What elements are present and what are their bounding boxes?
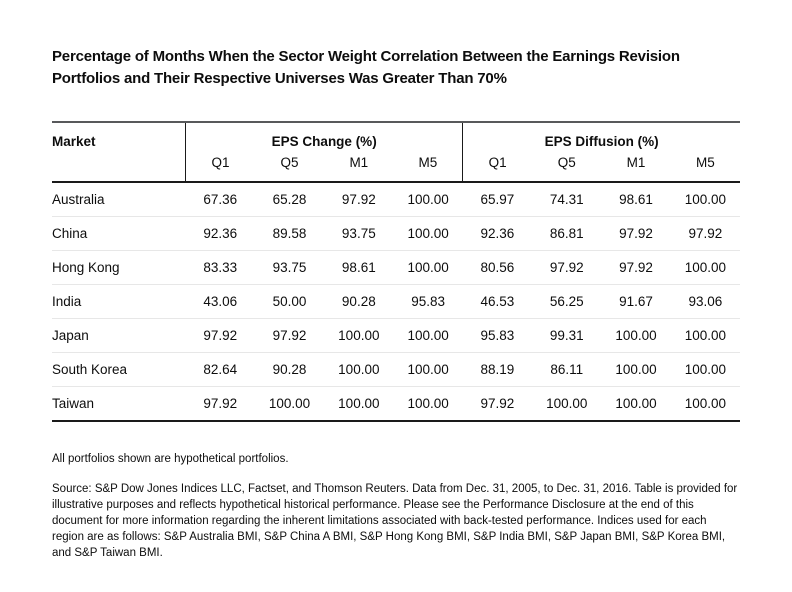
value-cell: 89.58 [254,216,325,251]
value-cell: 97.92 [341,192,376,207]
value-cell: 100.00 [601,318,671,353]
value-cell: 83.33 [185,250,255,285]
value-cell: 97.92 [185,318,255,353]
value-cell: 93.06 [670,284,740,319]
market-cell: Hong Kong [52,250,186,285]
value-cell: 46.53 [462,284,533,319]
value-cell: 100.00 [324,318,394,353]
footnote-hypothetical: All portfolios shown are hypothetical po… [52,453,289,465]
value-cell: 65.97 [480,192,515,207]
table-row-taiwan: Taiwan 97.92 100.00 100.00 100.00 97.92 … [52,386,740,421]
value-cell: 100.00 [670,250,740,285]
value-cell: 91.67 [601,284,671,319]
value-cell: 82.64 [185,352,255,387]
column-header-change-m1: M1 [324,151,394,183]
value-cell: 93.75 [324,216,394,251]
value-cell: 97.92 [462,386,533,421]
market-cell: Japan [52,318,186,353]
value-cell: 100.00 [670,318,740,353]
value-cell: 90.28 [324,284,394,319]
value-cell: 50.00 [254,284,325,319]
value-cell: 100.00 [601,386,671,421]
value-cell: 100.00 [393,250,463,285]
value-cell: 88.19 [462,352,533,387]
value-cell: 95.83 [393,284,463,319]
value-cell: 98.61 [619,192,653,207]
value-cell: 100.00 [407,192,449,207]
column-header-diffusion-q1: Q1 [462,151,533,183]
value-cell: 92.36 [185,216,255,251]
group-header-row: Market EPS Change (%) EPS Diffusion (%) [52,122,740,183]
column-header-change-m5: M5 [393,151,463,183]
table-row-hong-kong: Hong Kong 83.33 93.75 98.61 100.00 80.56… [52,250,740,285]
value-cell: 90.28 [254,352,325,387]
table-row-india: India 43.06 50.00 90.28 95.83 46.53 56.2… [52,284,740,319]
market-cell: Australia [52,192,105,207]
value-cell: 98.61 [324,250,394,285]
value-cell: 97.92 [532,250,602,285]
value-cell: 99.31 [532,318,602,353]
sub-header-row: Q1 Q5 M1 M5 Q1 Q5 M1 M5 [52,151,740,183]
table-row-china: China 92.36 89.58 93.75 100.00 92.36 86.… [52,216,740,251]
value-cell: 92.36 [462,216,533,251]
value-cell: 86.81 [532,216,602,251]
value-cell: 100.00 [684,192,726,207]
value-cell: 100.00 [254,386,325,421]
value-cell: 65.28 [272,192,307,207]
value-cell: 100.00 [393,216,463,251]
page-title-line-2: Portfolios and Their Respective Universe… [52,70,507,87]
market-cell: India [52,284,186,319]
column-header-change-q5: Q5 [254,151,325,183]
column-header-diffusion-m5: M5 [670,151,740,183]
page-title-line-1: Percentage of Months When the Sector Wei… [52,48,680,65]
value-cell: 86.11 [532,352,602,387]
market-cell: South Korea [52,352,186,387]
value-cell: 100.00 [393,318,463,353]
value-cell: 100.00 [670,386,740,421]
value-cell: 95.83 [462,318,533,353]
value-cell: 100.00 [393,352,463,387]
eps-diffusion-group-header: EPS Diffusion (%) [462,122,740,151]
page-title: Percentage of Months When the Sector Wei… [52,46,740,90]
value-cell: 56.25 [532,284,602,319]
value-cell: 100.00 [324,352,394,387]
market-column-header: Market [52,122,187,183]
eps-change-group-header: EPS Change (%) [271,134,377,149]
value-cell: 97.92 [670,216,740,251]
table-row-south-korea: South Korea 82.64 90.28 100.00 100.00 88… [52,352,740,387]
column-header-change-q1: Q1 [185,151,255,183]
footnote-source: Source: S&P Dow Jones Indices LLC, Facts… [52,483,738,559]
value-cell: 97.92 [185,386,255,421]
value-cell: 100.00 [601,352,671,387]
value-cell: 97.92 [601,216,671,251]
value-cell: 100.00 [393,386,463,421]
value-cell: 43.06 [185,284,255,319]
column-header-diffusion-q5: Q5 [532,151,602,183]
value-cell: 100.00 [670,352,740,387]
market-cell: China [52,216,186,251]
market-cell: Taiwan [52,386,186,421]
table-row-japan: Japan 97.92 97.92 100.00 100.00 95.83 99… [52,318,740,353]
value-cell: 97.92 [601,250,671,285]
value-cell: 97.92 [254,318,325,353]
column-header-diffusion-m1: M1 [601,151,671,183]
value-cell: 100.00 [532,386,602,421]
value-cell: 100.00 [324,386,394,421]
table-row-australia: Australia 67.36 65.28 97.92 100.00 65.97… [52,182,740,217]
value-cell: 93.75 [254,250,325,285]
value-cell: 74.31 [549,192,584,207]
value-cell: 67.36 [203,192,238,207]
correlation-table: Market EPS Change (%) EPS Diffusion (%) … [52,121,740,422]
value-cell: 80.56 [462,250,533,285]
